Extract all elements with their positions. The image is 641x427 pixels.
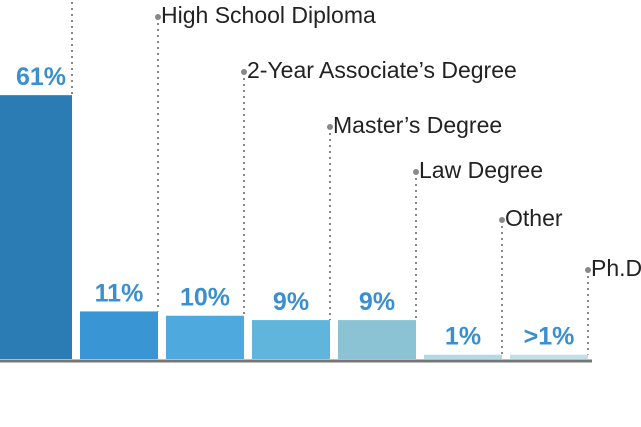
leader-dot — [241, 69, 247, 75]
value-label: 11% — [95, 279, 144, 307]
leader-dot — [499, 217, 505, 223]
bar — [338, 320, 416, 359]
bar — [0, 95, 72, 360]
value-label: 10% — [180, 284, 230, 312]
bar — [424, 354, 502, 359]
leader-dot — [585, 267, 591, 273]
category-label: High School Diploma — [161, 2, 376, 28]
bar — [166, 315, 244, 359]
value-label: >1% — [524, 323, 575, 351]
value-label: 9% — [359, 288, 395, 316]
leader-dot — [413, 169, 419, 175]
leader-dot — [327, 124, 333, 130]
bar — [252, 320, 330, 359]
category-label: Other — [505, 205, 563, 231]
value-label: 9% — [273, 288, 309, 316]
bar — [80, 311, 158, 359]
category-label: Ph.D. Degree — [591, 255, 641, 281]
category-label: Master’s Degree — [333, 112, 502, 138]
value-label: 1% — [445, 323, 481, 351]
bar — [510, 354, 588, 359]
category-label: 2-Year Associate’s Degree — [247, 57, 517, 83]
leader-dot — [155, 14, 161, 20]
value-label: 61% — [16, 63, 66, 91]
category-label: Law Degree — [419, 157, 543, 183]
